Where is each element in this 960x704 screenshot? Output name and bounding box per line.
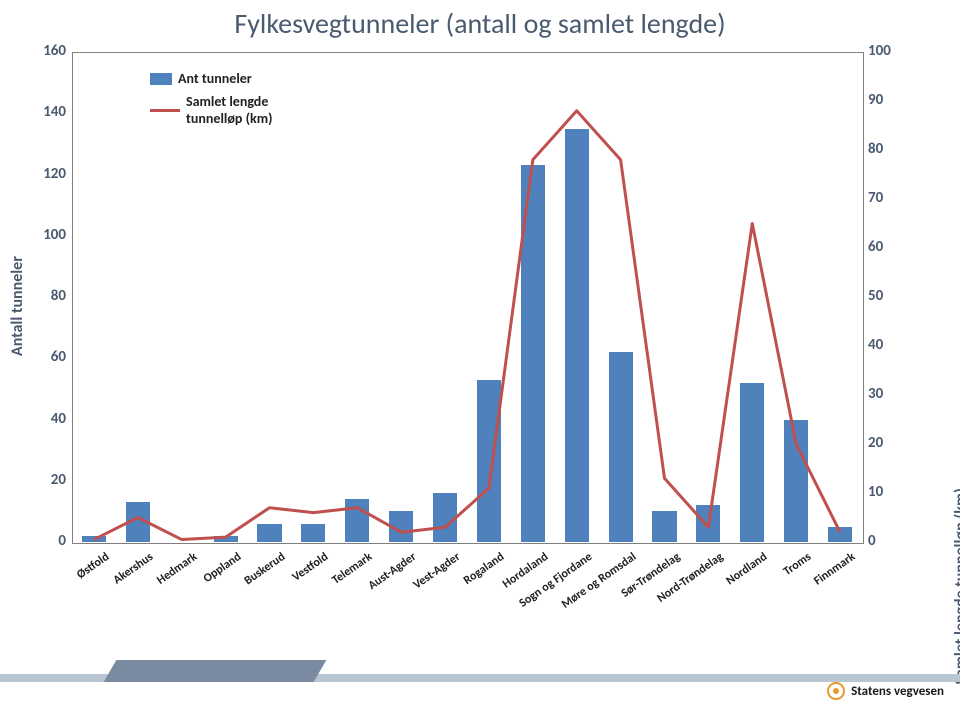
- bar: [565, 129, 589, 542]
- ytick-right: 40: [868, 336, 908, 354]
- ytick-right: 100: [868, 42, 908, 60]
- ytick-left: 20: [26, 471, 66, 489]
- legend-swatch-line: [150, 109, 180, 112]
- bar: [477, 380, 501, 542]
- bar: [301, 524, 325, 542]
- ytick-right: 20: [868, 434, 908, 452]
- legend-item-line: Samlet lengde tunnelløp (km): [150, 93, 316, 127]
- ytick-right: 80: [868, 140, 908, 158]
- bar: [521, 165, 545, 542]
- bar: [126, 502, 150, 542]
- y-axis-left-label: Antall tunneler: [8, 256, 27, 356]
- ytick-right: 0: [868, 532, 908, 550]
- ytick-left: 100: [26, 226, 66, 244]
- legend-label-line: Samlet lengde tunnelløp (km): [186, 93, 316, 127]
- ytick-right: 90: [868, 91, 908, 109]
- ytick-right: 30: [868, 385, 908, 403]
- ytick-left: 160: [26, 42, 66, 60]
- legend-item-bars: Ant tunneler: [150, 70, 316, 87]
- chart-title: Fylkesvegtunneler (antall og samlet leng…: [0, 6, 960, 41]
- legend: Ant tunneler Samlet lengde tunnelløp (km…: [150, 70, 316, 133]
- footer: Statens vegvesen: [0, 660, 960, 704]
- bar: [82, 536, 106, 542]
- bar: [784, 420, 808, 543]
- bar: [652, 511, 676, 542]
- ytick-left: 60: [26, 348, 66, 366]
- bar: [740, 383, 764, 542]
- footer-wedge: [104, 660, 327, 682]
- logo-icon: [827, 682, 845, 700]
- y-axis-right-label: Samlet lengde tunnelløp (km): [952, 488, 960, 685]
- ytick-left: 120: [26, 165, 66, 183]
- bar: [828, 527, 852, 542]
- ytick-right: 60: [868, 238, 908, 256]
- bar: [214, 536, 238, 542]
- ytick-left: 80: [26, 287, 66, 305]
- ytick-right: 50: [868, 287, 908, 305]
- bar: [609, 352, 633, 542]
- bar: [345, 499, 369, 542]
- bar: [433, 493, 457, 542]
- ytick-left: 140: [26, 103, 66, 121]
- footer-logo: Statens vegvesen: [827, 682, 944, 700]
- bar: [389, 511, 413, 542]
- bar: [696, 505, 720, 542]
- ytick-left: 40: [26, 410, 66, 428]
- ytick-left: 0: [26, 532, 66, 550]
- ytick-right: 10: [868, 483, 908, 501]
- bar: [257, 524, 281, 542]
- legend-swatch-bars: [150, 73, 172, 85]
- legend-label-bars: Ant tunneler: [178, 70, 252, 87]
- footer-logo-text: Statens vegvesen: [851, 684, 944, 699]
- ytick-right: 70: [868, 189, 908, 207]
